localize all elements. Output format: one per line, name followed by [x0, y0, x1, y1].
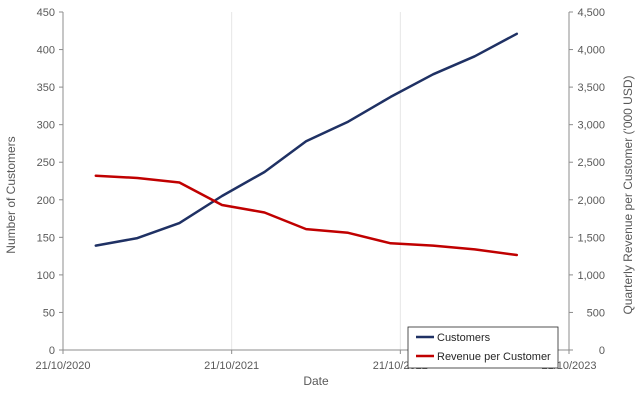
- y2-tick-label: 3,000: [577, 120, 605, 132]
- x-tick-label: 21/10/2020: [35, 360, 90, 372]
- y-tick-label: 300: [37, 120, 55, 132]
- y2-tick-label: 4,000: [577, 45, 605, 57]
- y-tick-label: 0: [49, 345, 55, 357]
- y-tick-label: 400: [37, 45, 55, 57]
- y-tick-label: 450: [37, 7, 55, 19]
- y2-tick-label: 500: [587, 307, 605, 319]
- y2-tick-label: 3,500: [577, 82, 605, 94]
- y2-axis-title: Quarterly Revenue per Customer ('000 USD…: [621, 75, 635, 314]
- y2-tick-label: 2,500: [577, 157, 605, 169]
- y-tick-label: 100: [37, 270, 55, 282]
- y-tick-label: 250: [37, 157, 55, 169]
- legend-label-revenue: Revenue per Customer: [437, 351, 551, 363]
- y-tick-label: 150: [37, 232, 55, 244]
- legend: Customers Revenue per Customer: [407, 326, 559, 369]
- y-axis-title: Number of Customers: [4, 136, 18, 253]
- x-tick-label: 21/10/2021: [204, 360, 259, 372]
- y-tick-label: 50: [43, 307, 55, 319]
- y2-tick-label: 2,000: [577, 195, 605, 207]
- y2-tick-label: 1,000: [577, 270, 605, 282]
- axes-layer: [59, 11, 573, 354]
- series-line-customers: [94, 32, 519, 247]
- y2-tick-label: 1,500: [577, 232, 605, 244]
- labels-layer: 21/10/2020 21/10/2021 21/10/2022 21/10/2023…: [35, 7, 605, 372]
- y-tick-label: 350: [37, 82, 55, 94]
- grid-layer: [231, 12, 401, 350]
- legend-box: [407, 326, 559, 369]
- y2-tick-label: 4,500: [577, 7, 605, 19]
- legend-label-customers: Customers: [437, 332, 491, 344]
- y2-tick-label: 0: [599, 345, 605, 357]
- x-axis-title: Date: [303, 374, 329, 388]
- y-tick-label: 200: [37, 195, 55, 207]
- lines-layer: [94, 32, 519, 257]
- series-line-revenue-per-customer: [94, 174, 519, 257]
